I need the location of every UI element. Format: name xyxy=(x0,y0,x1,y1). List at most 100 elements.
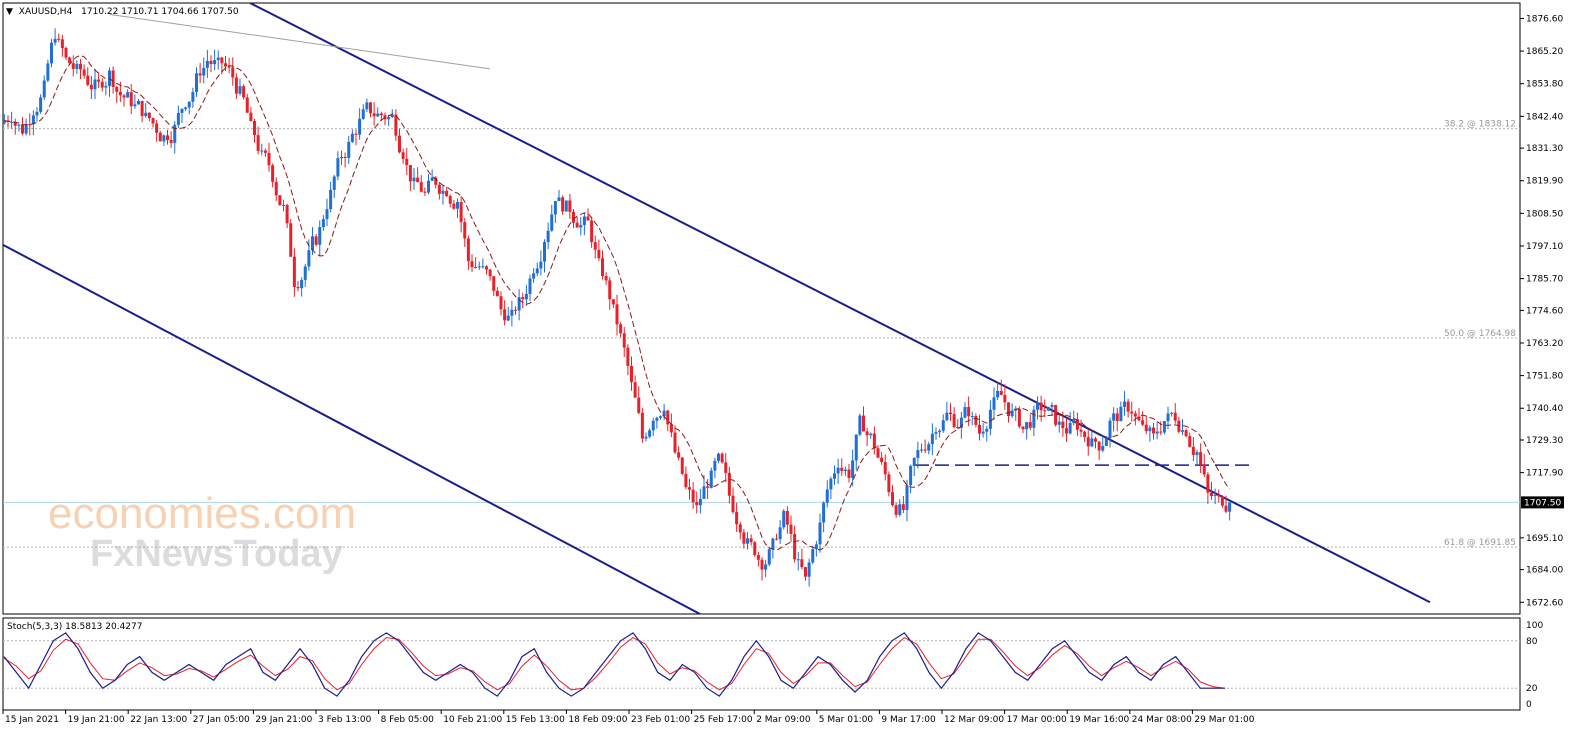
candle-bear xyxy=(118,91,122,96)
candle-bull xyxy=(303,266,307,280)
candle-bull xyxy=(108,70,111,86)
candle-bull xyxy=(126,92,130,98)
channel-lower-line[interactable] xyxy=(3,243,701,614)
candle-bear xyxy=(901,504,905,510)
candle-bear xyxy=(147,112,151,119)
candle-bull xyxy=(162,135,166,142)
candle-bear xyxy=(198,73,202,76)
candle-bear xyxy=(158,132,162,142)
candle-bear xyxy=(978,424,981,434)
y-tick-label: 1853.80 xyxy=(1526,80,1563,90)
y-tick-label: 1684.00 xyxy=(1526,566,1563,576)
candle-bear xyxy=(503,309,507,321)
candle-bull xyxy=(582,216,586,226)
candle-bull xyxy=(811,549,815,563)
candle-bull xyxy=(260,150,264,152)
stoch-main-line xyxy=(3,632,1225,697)
y-tick-label: 1717.90 xyxy=(1526,469,1563,479)
candle-bear xyxy=(956,427,960,429)
candle-bull xyxy=(329,189,333,210)
candle-bull xyxy=(1181,430,1184,432)
candle-bull xyxy=(825,489,829,503)
candle-bear xyxy=(680,457,684,474)
candle-bull xyxy=(31,115,35,125)
candle-bull xyxy=(1166,413,1170,422)
ohlc-values: 1710.22 1710.71 1704.66 1707.50 xyxy=(81,7,239,17)
candle-bull xyxy=(869,433,873,436)
candle-bull xyxy=(300,279,304,289)
candle-bull xyxy=(191,92,195,102)
candle-bear xyxy=(289,223,293,257)
x-tick-label: 12 Mar 09:00 xyxy=(944,715,1004,725)
candle-bear xyxy=(1152,427,1155,434)
candle-bear xyxy=(1199,452,1203,465)
candle-bear xyxy=(1065,428,1068,434)
candle-bull xyxy=(941,420,945,431)
candle-bull xyxy=(662,410,666,417)
candle-bull xyxy=(945,412,949,421)
candle-bear xyxy=(880,457,884,463)
candle-bull xyxy=(441,190,445,194)
candle-bull xyxy=(1162,421,1166,433)
y-tick-label: 1763.20 xyxy=(1526,339,1563,349)
candle-bear xyxy=(630,365,633,383)
candle-bear xyxy=(731,495,735,513)
candle-bear xyxy=(1210,492,1213,496)
candle-bear xyxy=(887,474,891,493)
candle-bull xyxy=(387,117,391,120)
candle-bull xyxy=(1213,495,1217,497)
candle-bear xyxy=(514,309,517,311)
candle-bear xyxy=(604,276,608,281)
candle-bull xyxy=(321,219,325,228)
x-tick-label: 10 Feb 21:00 xyxy=(443,715,502,725)
candle-bear xyxy=(669,424,673,433)
candle-bear xyxy=(800,559,804,568)
candle-bear xyxy=(1202,464,1206,475)
candle-bear xyxy=(369,102,372,114)
candle-bull xyxy=(1123,401,1126,407)
candle-bear xyxy=(575,222,579,228)
moving-average xyxy=(4,54,1230,551)
candle-bull xyxy=(963,406,967,418)
candle-bull xyxy=(358,118,362,135)
candle-bear xyxy=(28,124,32,126)
candle-bear xyxy=(485,266,488,270)
stoch-axis: 100 80 20 0 xyxy=(1526,621,1543,710)
candle-bear xyxy=(372,113,376,117)
y-tick-label: 1876.60 xyxy=(1526,14,1563,24)
candle-bull xyxy=(814,544,818,550)
candle-bear xyxy=(129,92,133,107)
candle-bull xyxy=(836,467,840,474)
candle-bull xyxy=(340,156,343,159)
candle-bull xyxy=(905,485,909,510)
x-tick-label: 27 Jan 05:00 xyxy=(193,715,250,725)
candle-bull xyxy=(778,527,782,540)
candle-bull xyxy=(195,73,198,93)
candle-bull xyxy=(510,309,514,316)
candle-bear xyxy=(568,200,572,212)
candle-bull xyxy=(213,60,217,65)
candle-bull xyxy=(564,200,568,212)
candle-bull xyxy=(350,133,354,142)
candle-bear xyxy=(1173,412,1177,421)
candle-bear xyxy=(760,559,764,570)
candle-bull xyxy=(833,473,836,479)
candle-bear xyxy=(89,84,93,90)
y-tick-label: 1842.40 xyxy=(1526,112,1563,122)
candle-bull xyxy=(1072,419,1076,424)
candle-bear xyxy=(967,406,971,417)
x-tick-label: 25 Feb 17:00 xyxy=(694,715,753,725)
candle-bear xyxy=(561,197,565,212)
candle-bear xyxy=(242,86,246,98)
candle-bull xyxy=(1050,405,1054,408)
grey-trend-line[interactable] xyxy=(109,13,491,70)
candle-bull xyxy=(909,465,913,486)
candle-bull xyxy=(50,42,53,64)
candle-bear xyxy=(1017,408,1021,427)
candle-bear xyxy=(314,236,318,245)
candle-bear xyxy=(419,182,423,192)
channel-upper-line[interactable] xyxy=(249,3,1431,604)
candle-bear xyxy=(1188,436,1192,447)
trend-lines[interactable] xyxy=(3,3,1431,614)
